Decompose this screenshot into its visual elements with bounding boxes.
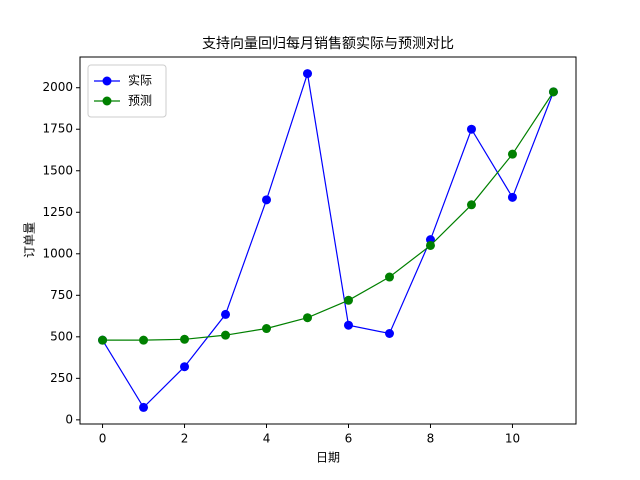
x-tick-label: 0	[99, 432, 107, 446]
x-tick-label: 6	[345, 432, 353, 446]
series-line	[102, 73, 555, 409]
legend-label: 实际	[128, 73, 152, 88]
y-tick-label: 250	[50, 371, 73, 385]
legend-marker	[102, 76, 112, 86]
y-tick-label: 2000	[42, 80, 73, 94]
y-tick-label: 500	[50, 329, 73, 343]
point	[303, 313, 313, 323]
y-tick-label: 1750	[42, 122, 73, 136]
chart-title: 支持向量回归每月销售额实际与预测对比	[202, 35, 454, 52]
x-tick-label: 2	[181, 432, 189, 446]
point	[466, 200, 476, 210]
x-tick-label: 4	[263, 432, 271, 446]
point	[466, 124, 476, 134]
legend-box	[87, 64, 167, 118]
x-axis-label: 日期	[316, 451, 340, 465]
y-tick-label: 1250	[42, 205, 73, 219]
point	[343, 295, 353, 305]
point	[221, 330, 231, 340]
series-line	[102, 91, 554, 341]
y-axis-label: 订单量	[23, 222, 37, 258]
point	[262, 324, 272, 334]
x-tick-label: 8	[427, 432, 435, 446]
legend-label: 预测	[128, 94, 152, 108]
point	[221, 309, 231, 319]
point	[384, 328, 394, 338]
point	[507, 192, 517, 202]
point	[343, 320, 353, 330]
point	[303, 69, 313, 79]
point	[98, 335, 108, 345]
point	[139, 402, 149, 412]
point	[180, 362, 190, 372]
point	[384, 272, 394, 282]
legend-marker	[102, 96, 112, 106]
x-tick-label: 10	[505, 432, 520, 446]
y-tick-label: 1500	[42, 163, 73, 177]
point	[262, 195, 272, 205]
plot-frame	[79, 56, 577, 425]
y-tick-label: 1000	[42, 246, 73, 260]
point	[139, 335, 149, 345]
point	[180, 334, 190, 344]
y-tick-label: 750	[50, 288, 73, 302]
point	[425, 240, 435, 250]
y-tick-label: 0	[65, 412, 73, 426]
point	[507, 149, 517, 159]
point	[548, 87, 558, 97]
